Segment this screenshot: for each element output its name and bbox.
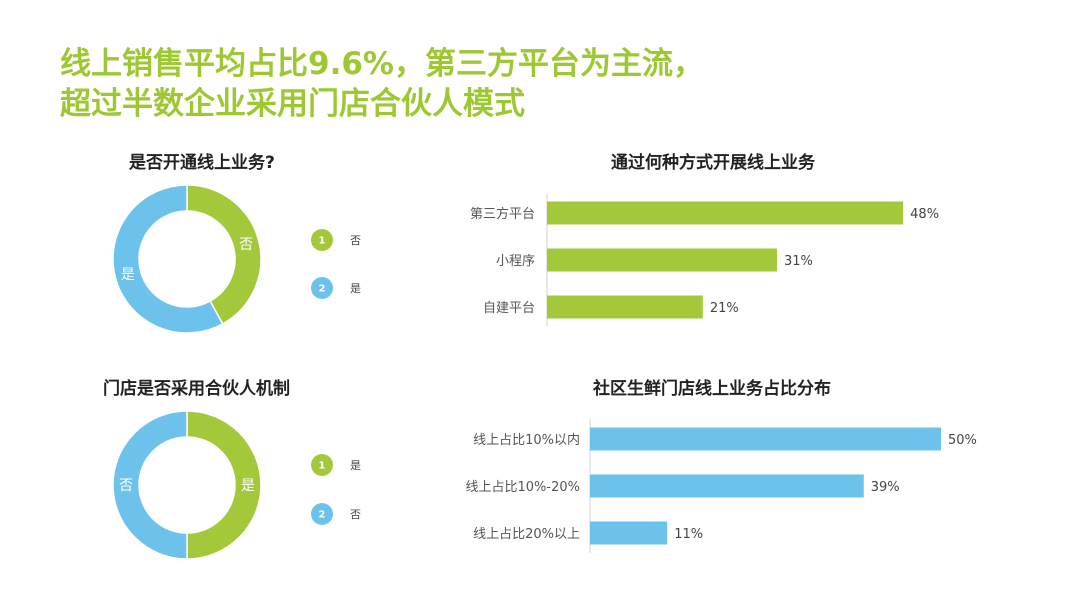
page-title-line-1: 线上销售平均占比9.6%，第三方平台为主流， bbox=[60, 46, 704, 82]
donut2-slice-label-1: 否 bbox=[119, 478, 133, 494]
bar2-value-label-1: 39% bbox=[871, 480, 900, 495]
donut1-title: 是否开通线上业务? bbox=[129, 153, 275, 173]
bar2-category-label-2: 线上占比20%以上 bbox=[473, 527, 580, 542]
bar1-value-label-2: 21% bbox=[710, 301, 739, 316]
page-title-line-2: 超过半数企业采用门店合伙人模式 bbox=[60, 86, 525, 122]
bar1-category-label-2: 自建平台 bbox=[483, 301, 535, 316]
bar2-bar-2 bbox=[590, 521, 668, 545]
bar1-value-label-0: 48% bbox=[910, 207, 939, 222]
bar2-bar-1 bbox=[590, 474, 864, 498]
bar2-value-label-2: 11% bbox=[674, 527, 703, 542]
bar2-value-label-0: 50% bbox=[948, 433, 977, 448]
donut2-legend-label-1: 否 bbox=[350, 508, 361, 521]
donut1-slice-label-1: 是 bbox=[121, 267, 135, 283]
bar2-title: 社区生鲜门店线上业务占比分布 bbox=[593, 379, 831, 399]
donut2-legend-num-0: 1 bbox=[319, 461, 326, 472]
bar1-bar-1 bbox=[547, 248, 778, 272]
donut2-legend-num-1: 2 bbox=[319, 510, 326, 521]
donut1-legend-marker-1 bbox=[311, 277, 333, 299]
donut1-legend-num-1: 2 bbox=[319, 284, 326, 295]
bar1-category-label-0: 第三方平台 bbox=[470, 206, 535, 222]
bar2-category-label-0: 线上占比10%以内 bbox=[473, 432, 580, 448]
bar1-bar-2 bbox=[547, 295, 703, 319]
donut2-legend-label-0: 是 bbox=[350, 459, 361, 472]
donut1-slice-1 bbox=[112, 184, 224, 334]
bar1-title: 通过何种方式开展线上业务 bbox=[611, 153, 815, 173]
donut1-slice-0 bbox=[186, 184, 262, 325]
donut2-legend-marker-0 bbox=[311, 454, 333, 476]
donut1-legend-marker-0 bbox=[311, 229, 333, 251]
bar1-bar-0 bbox=[547, 201, 904, 225]
donut1-slice-label-0: 否 bbox=[239, 237, 253, 253]
donut1-legend-num-0: 1 bbox=[319, 236, 326, 247]
bar1-category-label-1: 小程序 bbox=[496, 254, 535, 269]
bar2-category-label-1: 线上占比10%-20% bbox=[466, 480, 580, 495]
bar2-bar-0 bbox=[590, 427, 941, 451]
bar1-value-label-1: 31% bbox=[784, 254, 813, 269]
donut2-slice-label-0: 是 bbox=[241, 478, 255, 494]
donut2-slice-1 bbox=[112, 410, 188, 560]
donut1-legend-label-1: 是 bbox=[350, 282, 361, 295]
donut2-slice-0 bbox=[186, 410, 262, 560]
donut1-legend-label-0: 否 bbox=[350, 234, 361, 247]
donut2-legend-marker-1 bbox=[311, 503, 333, 525]
donut2-title: 门店是否采用合伙人机制 bbox=[103, 379, 290, 399]
page-title: 线上销售平均占比9.6%，第三方平台为主流， 超过半数企业采用门店合伙人模式 bbox=[60, 44, 704, 124]
